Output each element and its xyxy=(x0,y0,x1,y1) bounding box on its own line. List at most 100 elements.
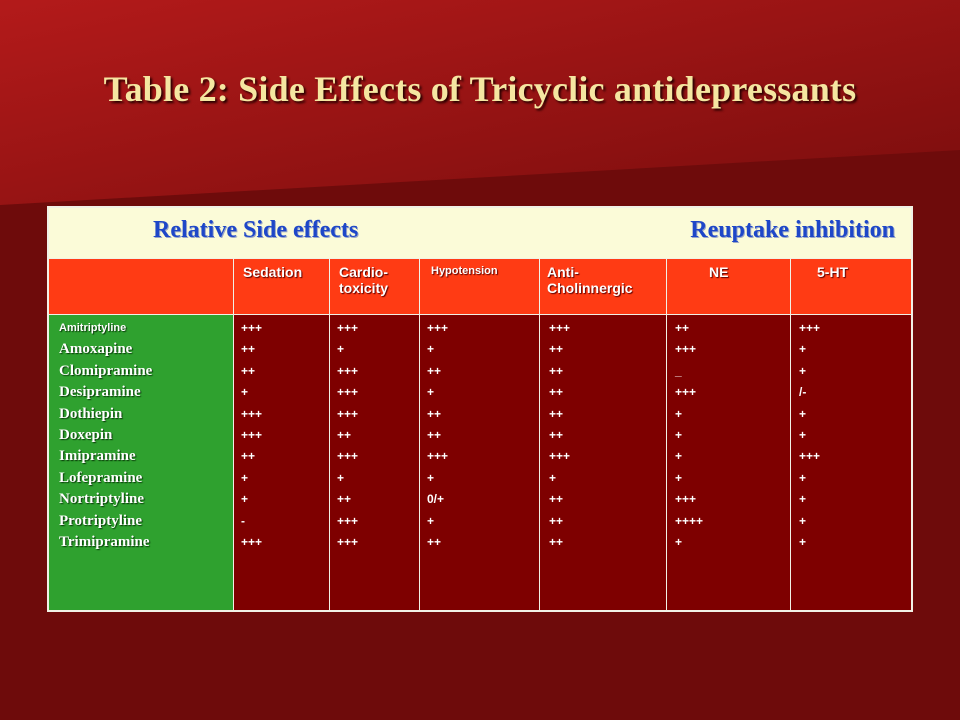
5ht-value: + xyxy=(799,342,807,357)
hypotension-value: + xyxy=(427,342,435,357)
slide-background-band xyxy=(0,0,960,205)
anticholinergic-value: ++ xyxy=(549,406,564,421)
group-header-reuptake-inhibition: Reuptake inhibition xyxy=(690,217,895,243)
ne-value: ++ xyxy=(675,321,690,335)
drug-name: Imipramine xyxy=(59,448,136,465)
5ht-value: + xyxy=(799,470,807,485)
cardiotoxicity-value: ++ xyxy=(337,427,352,442)
hypotension-value: ++ xyxy=(427,406,442,421)
column-header-5ht: 5-HT xyxy=(817,264,849,280)
drug-name: Lofepramine xyxy=(59,469,143,486)
column-header-cardiotoxicity: Cardio- toxicity xyxy=(339,264,389,297)
drug-names-cell xyxy=(49,314,233,610)
slide-title: Table 2: Side Effects of Tricyclic antid… xyxy=(103,69,857,109)
hypotension-value: + xyxy=(427,513,435,528)
ne-value: +++ xyxy=(675,385,697,400)
hypotension-value: + xyxy=(427,385,435,400)
sedation-value: + xyxy=(241,492,249,507)
ne-value: + xyxy=(675,427,683,442)
column-header-anticholinergic: Anti- Cholinnergic xyxy=(547,264,633,297)
hypotension-value: 0/+ xyxy=(427,492,445,507)
5ht-value: + xyxy=(799,406,807,421)
grid-line xyxy=(49,314,911,315)
hypotension-values: +++ + ++ + ++ ++ +++ + 0/+ + ++ xyxy=(427,318,448,553)
cardiotoxicity-values: +++ + +++ +++ +++ ++ +++ + ++ +++ +++ xyxy=(337,318,358,553)
5ht-value: /- xyxy=(799,385,807,400)
column-header-ne: NE xyxy=(709,264,729,280)
sedation-value: + xyxy=(241,385,249,400)
anticholinergic-value: ++ xyxy=(549,385,564,400)
5ht-value: +++ xyxy=(799,321,821,335)
sedation-value: +++ xyxy=(241,534,263,549)
group-header-row: Relative Side effects Reuptake inhibitio… xyxy=(49,208,911,258)
drug-name: Clomipramine xyxy=(59,362,153,379)
ne-value: + xyxy=(675,534,683,549)
ne-value: _ xyxy=(675,363,682,378)
cardiotoxicity-value: + xyxy=(337,470,345,485)
group-header-relative-side-effects: Relative Side effects xyxy=(153,217,359,243)
sedation-value: +++ xyxy=(241,427,263,442)
drug-name: Amoxapine xyxy=(59,341,133,358)
ne-value: + xyxy=(675,449,683,464)
drug-list: Amitriptyline Amoxapine Clomipramine Des… xyxy=(59,318,235,553)
ne-value: + xyxy=(675,470,683,485)
hypotension-value: ++ xyxy=(427,427,442,442)
sedation-value: - xyxy=(241,513,245,528)
sedation-value: + xyxy=(241,470,249,485)
grid-line xyxy=(49,258,911,259)
anticholinergic-value: ++ xyxy=(549,534,564,549)
column-header-sedation: Sedation xyxy=(243,264,303,280)
sedation-value: ++ xyxy=(241,342,256,357)
anticholinergic-value: ++ xyxy=(549,342,564,357)
hypotension-value: ++ xyxy=(427,363,442,378)
drug-name: Dothiepin xyxy=(59,405,123,422)
5ht-value: + xyxy=(799,534,807,549)
cardiotoxicity-value: +++ xyxy=(337,321,359,335)
sedation-value: +++ xyxy=(241,321,263,335)
5ht-value: + xyxy=(799,513,807,528)
side-effects-table: Relative Side effects Reuptake inhibitio… xyxy=(47,206,913,612)
column-header-row xyxy=(49,258,911,314)
ne-value: + xyxy=(675,406,683,421)
drug-name: Protriptyline xyxy=(59,512,143,529)
anticholinergic-value: +++ xyxy=(549,321,571,335)
hypotension-value: +++ xyxy=(427,321,449,335)
anticholinergic-value: ++ xyxy=(549,427,564,442)
ne-value: +++ xyxy=(675,342,697,357)
hypotension-value: +++ xyxy=(427,449,449,464)
grid-line xyxy=(539,258,540,610)
sedation-value: ++ xyxy=(241,449,256,464)
cardiotoxicity-value: +++ xyxy=(337,513,359,528)
sedation-value: ++ xyxy=(241,363,256,378)
grid-line xyxy=(666,258,667,610)
drug-name: Nortriptyline xyxy=(59,491,144,508)
5ht-value: + xyxy=(799,492,807,507)
cardiotoxicity-value: +++ xyxy=(337,385,359,400)
anticholinergic-value: ++ xyxy=(549,363,564,378)
grid-line xyxy=(329,258,330,610)
anticholinergic-value: +++ xyxy=(549,449,571,464)
drug-name: Trimipramine xyxy=(59,533,150,550)
column-header-hypotension: Hypotension xyxy=(431,265,498,277)
anticholinergic-values: +++ ++ ++ ++ ++ ++ +++ + ++ ++ ++ xyxy=(549,318,570,553)
ne-values: ++ +++ _ +++ + + + + +++ ++++ + xyxy=(675,318,703,553)
hypotension-value: ++ xyxy=(427,534,442,549)
drug-name: Desipramine xyxy=(59,384,141,401)
5ht-values: +++ + + /- + + +++ + + + + xyxy=(799,318,820,553)
ne-value: +++ xyxy=(675,492,697,507)
values-area xyxy=(233,314,911,610)
cardiotoxicity-value: ++ xyxy=(337,492,352,507)
5ht-value: +++ xyxy=(799,449,821,464)
anticholinergic-value: + xyxy=(549,470,557,485)
anticholinergic-value: ++ xyxy=(549,513,564,528)
cardiotoxicity-value: +++ xyxy=(337,449,359,464)
cardiotoxicity-value: +++ xyxy=(337,363,359,378)
cardiotoxicity-value: +++ xyxy=(337,406,359,421)
drug-name: Amitriptyline xyxy=(59,322,127,334)
sedation-value: +++ xyxy=(241,406,263,421)
grid-line xyxy=(419,258,420,610)
anticholinergic-value: ++ xyxy=(549,492,564,507)
cardiotoxicity-value: + xyxy=(337,342,345,357)
5ht-value: + xyxy=(799,427,807,442)
grid-line xyxy=(790,258,791,610)
